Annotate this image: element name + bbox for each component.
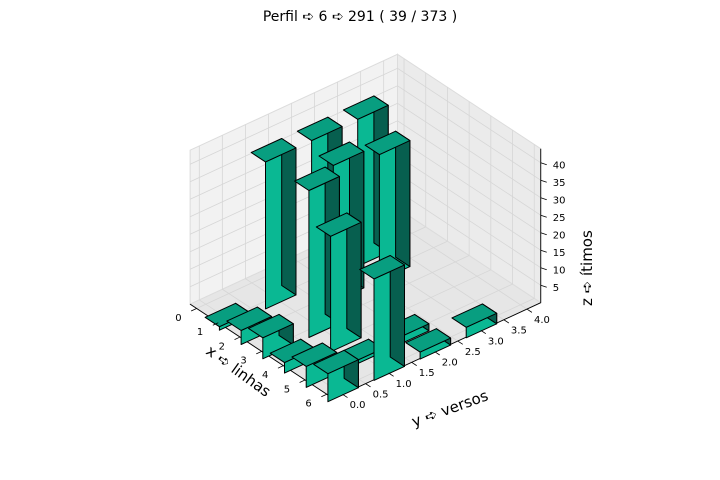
y-tick-label: 1.5 (419, 368, 435, 379)
bar-face-side (389, 255, 405, 367)
z-tick-label: 5 (553, 283, 559, 294)
bar-face-top (405, 328, 452, 353)
bars (204, 95, 498, 403)
z-tick-label: 10 (553, 266, 566, 277)
x-tick-mark (321, 393, 327, 398)
bar (250, 138, 297, 310)
bar-face-top (226, 306, 273, 331)
y-tick-label: 4.0 (534, 315, 550, 326)
x-tick-mark (299, 379, 306, 383)
bar-face-top (359, 255, 405, 280)
bar-face-top (248, 313, 294, 339)
bar (315, 212, 362, 353)
bar (248, 313, 294, 360)
x-tick-label: 2 (219, 341, 225, 352)
grid-line-x (261, 255, 470, 352)
z-axis-label: z ➪ ítimos (578, 230, 596, 306)
bar-face-side (346, 212, 362, 339)
y-tick-mark (503, 319, 510, 324)
x-tick-mark (212, 322, 219, 326)
bar-face-top (294, 166, 340, 191)
x-tick-mark (190, 308, 197, 312)
y-tick-mark (388, 372, 394, 377)
chart-title: Perfil ➪ 6 ➪ 291 ( 39 / 373 ) (263, 9, 457, 25)
bar (313, 349, 359, 403)
bar-face-top (313, 349, 359, 375)
bar-face-side (395, 130, 411, 268)
bar-face-top (315, 212, 362, 237)
y-tick-mark (434, 351, 440, 356)
grid-line-z (189, 102, 541, 200)
z-tick-label: 40 (553, 161, 566, 172)
x-tick-label: 0 (175, 313, 181, 324)
bar-face-top (250, 138, 297, 163)
y-tick-label: 2.5 (465, 347, 481, 358)
bar-face-top (318, 141, 365, 166)
bar-face-top (291, 342, 338, 367)
bar (359, 255, 405, 381)
bar-face-top (342, 95, 389, 120)
y-tick-mark (526, 308, 533, 313)
y-tick-mark (411, 362, 417, 366)
z-tick-mark (540, 179, 547, 183)
z-tick-label: 30 (553, 196, 566, 207)
x-tick-label: 1 (197, 327, 203, 338)
z-tick-label: 15 (553, 248, 566, 259)
z-tick-mark (540, 197, 547, 201)
bar-face-side (281, 138, 297, 296)
bar-face-top (364, 130, 411, 156)
bar (405, 328, 452, 360)
tick-labels: 0 1 2 3 4 5 6 0.0 0.5 1.0 1.5 2.0 2.5 3.0 3.5 4.0 5 10 15 2… (175, 161, 565, 411)
z-tick-mark (540, 267, 547, 271)
z-tick-mark (540, 249, 547, 253)
z-tick-mark (540, 232, 547, 236)
grid-line-z (189, 120, 541, 218)
x-tick-label: 3 (240, 356, 246, 367)
y-tick-label: 1.0 (396, 379, 412, 390)
x-tick-mark (277, 365, 284, 369)
y-tick-label: 0.0 (350, 400, 366, 411)
z-tick-label: 35 (553, 178, 566, 189)
z-tick-label: 20 (553, 231, 566, 242)
y-tick-label: 3.0 (488, 336, 504, 347)
x-tick-mark (234, 336, 241, 340)
z-tick-label: 25 (553, 213, 566, 224)
y-tick-label: 0.5 (373, 390, 389, 401)
bar-face-top (451, 303, 498, 328)
x-tick-label: 4 (262, 370, 268, 381)
y-tick-label: 2.0 (442, 358, 458, 369)
x-tick-label: 6 (305, 399, 311, 410)
grid-line-z (189, 67, 541, 165)
z-tick-mark (540, 284, 547, 288)
y-tick-mark (365, 383, 371, 388)
y-tick-mark (342, 393, 348, 398)
y-tick-label: 3.5 (511, 326, 527, 337)
bar-face-top (296, 116, 343, 142)
x-tick-label: 5 (284, 384, 290, 395)
bar (451, 303, 498, 339)
x-tick-mark (256, 350, 262, 355)
z-tick-mark (540, 214, 547, 218)
bar (364, 130, 411, 282)
z-tick-mark (540, 162, 547, 166)
y-axis-label: y ➪ versos (409, 386, 491, 430)
y-tick-mark (480, 330, 487, 335)
y-tick-mark (457, 340, 463, 345)
